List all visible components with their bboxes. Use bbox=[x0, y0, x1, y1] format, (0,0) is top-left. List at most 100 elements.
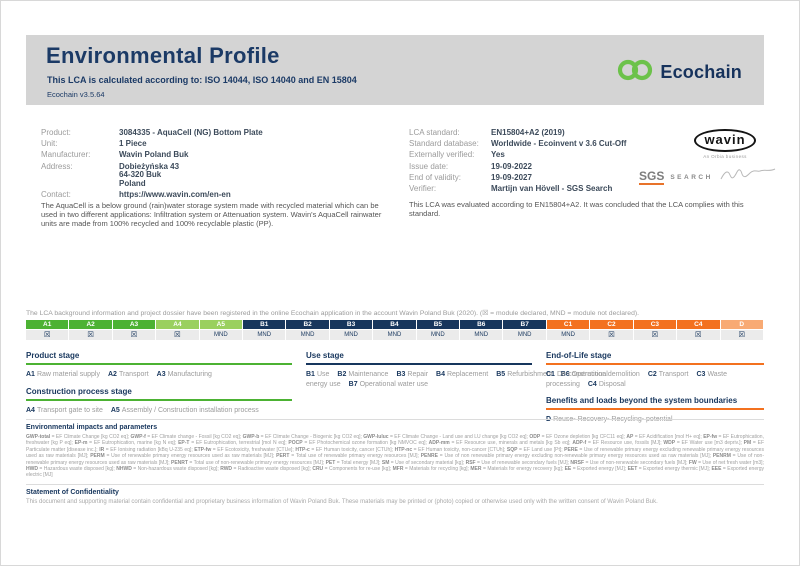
ecochain-logo: Ecochain bbox=[617, 58, 742, 87]
ecochain-version: Ecochain v3.5.64 bbox=[47, 90, 105, 99]
module-status: MND bbox=[503, 330, 547, 340]
stage-item-b2: B2 Maintenance bbox=[337, 371, 389, 378]
module-code: B1 bbox=[243, 320, 287, 330]
stage-item-a3: A3 Manufacturing bbox=[156, 371, 212, 378]
module-status: MND bbox=[329, 330, 374, 340]
impact-term-code: ODP bbox=[529, 434, 541, 440]
module-status: MND bbox=[460, 330, 504, 340]
stage-legend: Product stage A1 Raw material supply A2 Tran… bbox=[26, 351, 764, 432]
field-value: Dobieżyńska 43 64-320 Buk Poland bbox=[119, 161, 180, 188]
field-label: Issue date: bbox=[409, 161, 449, 171]
info-row: Externally verified: Yes bbox=[409, 151, 709, 160]
impact-term-code: AP bbox=[626, 434, 634, 440]
stage-item-c1: C1 De-construction demolition bbox=[546, 371, 640, 378]
stage-item-a1: A1 Raw material supply bbox=[26, 371, 100, 378]
impact-term-code: ETP-fw bbox=[194, 446, 212, 453]
field-value: Yes bbox=[491, 150, 505, 160]
impact-term-code: EP-fw bbox=[703, 434, 718, 440]
module-status: ☒ bbox=[633, 330, 678, 340]
module-column-b4: B4 MND bbox=[373, 320, 417, 340]
module-column-a2: A2 ☒ bbox=[69, 320, 113, 340]
lca-standards-subtitle: This LCA is calculated according to: ISO… bbox=[47, 75, 357, 85]
stage-items: A1 Raw material supply A2 Transport A3 Manufa… bbox=[26, 370, 292, 380]
field-value: Martijn van Hövell - SGS Search bbox=[491, 183, 613, 193]
field-label: Standard database: bbox=[409, 139, 479, 149]
impacts-heading: Environmental impacts and parameters bbox=[26, 424, 158, 431]
sgs-search-wordmark: SEARCH bbox=[670, 174, 713, 181]
stage-group: Product stage A1 Raw material supply A2 Tran… bbox=[26, 351, 292, 380]
info-row: Verifier: Martijn van Hövell - SGS Search bbox=[409, 183, 709, 194]
impact-term-code: EP-m bbox=[74, 440, 88, 447]
module-code: B5 bbox=[416, 320, 461, 330]
impact-term-code: HTP-c bbox=[295, 446, 310, 453]
info-row: Issue date: 19-09-2022 bbox=[409, 161, 709, 172]
module-status: MND bbox=[286, 330, 330, 340]
stage-item-c3: C3 Waste processing bbox=[546, 371, 728, 388]
impact-term-code: PET bbox=[325, 459, 336, 466]
stage-item-b6: B6 Operational energy use bbox=[306, 371, 608, 388]
stage-item-b7: B7 Operational water use bbox=[348, 380, 429, 388]
stage-items: B1 Use B2 Maintenance B3 Repair B4 Replacement B… bbox=[306, 370, 608, 389]
stage-code: A1 bbox=[26, 371, 35, 378]
info-row: Product: 3084335 - AquaCell (NG) Bottom P… bbox=[41, 128, 401, 138]
lca-info-panel: LCA standard: EN15804+A2 (2019) Standard d… bbox=[409, 128, 709, 196]
stage-item-b1: B1 Use bbox=[306, 371, 330, 378]
info-row: Standard database: Worldwide - Ecoinvent … bbox=[409, 140, 709, 149]
module-status: MND bbox=[373, 330, 417, 340]
impact-term-code: RSF bbox=[465, 459, 476, 466]
module-code: C2 bbox=[590, 320, 634, 330]
module-column-c2: C2 ☒ bbox=[590, 320, 634, 340]
impact-term-code: PERE bbox=[564, 446, 578, 453]
module-column-b3: B3 MND bbox=[329, 320, 374, 340]
stage-code: B4 bbox=[436, 371, 445, 378]
module-code: C1 bbox=[546, 320, 591, 330]
info-row: Address: Dobieżyńska 43 64-320 Buk Poland bbox=[41, 161, 401, 189]
impact-term-code: GWP-luluc bbox=[363, 434, 389, 440]
stage-code: A3 bbox=[156, 371, 166, 378]
module-code: D bbox=[720, 320, 764, 330]
impact-term-code: SM bbox=[381, 459, 390, 466]
contact-link[interactable]: https://www.wavin.com/en-en bbox=[119, 189, 231, 199]
module-status: ☒ bbox=[677, 330, 721, 340]
stage-title: Product stage bbox=[26, 351, 292, 365]
field-label: Verifier: bbox=[409, 183, 437, 193]
stage-group: End-of-Life stage C1 De-construction demol… bbox=[546, 351, 764, 389]
impact-term-code: MFR bbox=[392, 466, 404, 473]
impact-term-code: ADP-f bbox=[572, 440, 587, 447]
module-code: B2 bbox=[286, 320, 330, 330]
impact-term-code: PERM bbox=[90, 453, 105, 460]
stage-title: Construction process stage bbox=[26, 387, 292, 401]
field-value: 1 Piece bbox=[119, 139, 147, 149]
impact-term-code: PENRE bbox=[420, 453, 438, 460]
field-value: 3084335 - AquaCell (NG) Bottom Plate bbox=[119, 128, 263, 137]
stage-group: Use stage B1 Use B2 Maintenance B3 Repair B4 Rep… bbox=[306, 351, 608, 389]
impact-term-code: ADP-mm bbox=[428, 440, 450, 447]
stage-code: C4 bbox=[587, 380, 597, 388]
wavin-logo: wavin An Orbia business bbox=[687, 129, 763, 159]
confidentiality-heading: Statement of Confidentiality bbox=[26, 489, 119, 496]
module-code: B6 bbox=[460, 320, 504, 330]
page-title: Environmental Profile bbox=[46, 43, 280, 68]
legend-column-use: Use stage B1 Use B2 Maintenance B3 Repair B4 Rep… bbox=[306, 351, 608, 432]
module-status: ☒ bbox=[156, 330, 200, 340]
module-column-c3: C3 ☒ bbox=[633, 320, 678, 340]
module-status: ☒ bbox=[720, 330, 764, 340]
stage-items: A4 Transport gate to site A5 Assembly / Con… bbox=[26, 406, 292, 416]
stage-item-c2: C2 Transport bbox=[647, 371, 689, 378]
module-code: A3 bbox=[112, 320, 157, 330]
stage-code: B5 bbox=[496, 371, 506, 378]
stage-title: Benefits and loads beyond the system bou… bbox=[546, 396, 764, 410]
impact-term-code: EE bbox=[564, 466, 572, 473]
module-code: B3 bbox=[329, 320, 374, 330]
module-column-a4: A4 ☒ bbox=[156, 320, 200, 340]
stage-item-b5: B5 Refurbishment bbox=[496, 371, 553, 378]
wavin-wordmark: wavin bbox=[694, 129, 756, 152]
stage-item-b3: B3 Repair bbox=[396, 371, 429, 378]
confidentiality-section: Statement of Confidentiality This docume… bbox=[26, 484, 764, 507]
module-code: A2 bbox=[69, 320, 113, 330]
field-value: Worldwide - Ecoinvent v 3.6 Cut-Off bbox=[491, 139, 627, 149]
legend-column-product: Product stage A1 Raw material supply A2 Tran… bbox=[26, 351, 306, 432]
module-code: B4 bbox=[373, 320, 417, 330]
lca-evaluation-note: This LCA was evaluated according to EN15… bbox=[409, 200, 744, 218]
module-column-a1: A1 ☒ bbox=[26, 320, 70, 340]
